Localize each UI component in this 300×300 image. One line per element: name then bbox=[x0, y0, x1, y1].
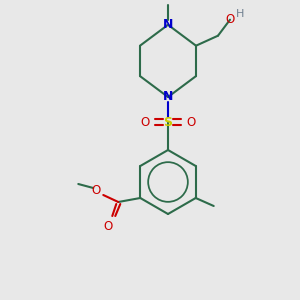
Text: O: O bbox=[225, 13, 235, 26]
Text: N: N bbox=[163, 18, 173, 31]
Text: H: H bbox=[236, 9, 244, 19]
Text: O: O bbox=[104, 220, 113, 233]
Text: N: N bbox=[163, 91, 173, 103]
Text: O: O bbox=[186, 116, 196, 128]
Text: O: O bbox=[140, 116, 150, 128]
Text: S: S bbox=[164, 116, 172, 128]
Text: O: O bbox=[92, 184, 101, 196]
